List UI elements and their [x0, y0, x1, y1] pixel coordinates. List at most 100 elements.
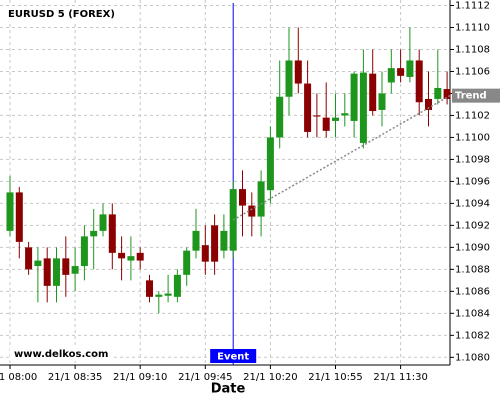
candle-body	[90, 230, 98, 237]
y-tick-label: 1.1112	[455, 0, 490, 11]
y-tick-label: 1.1096	[455, 176, 490, 187]
candle-body	[322, 117, 330, 131]
candle	[276, 60, 284, 149]
candle	[397, 49, 405, 83]
candle	[71, 247, 79, 292]
x-tick-label: 21/1 08:00	[0, 372, 37, 383]
candle	[313, 93, 321, 138]
candle	[369, 49, 377, 116]
event-label: Event	[217, 352, 249, 363]
candle-body	[434, 87, 442, 99]
candle-body	[257, 181, 265, 217]
candle-body	[276, 96, 284, 138]
candle-body	[211, 225, 219, 262]
candle-body	[369, 73, 377, 112]
y-tick-label: 1.1082	[455, 330, 490, 341]
y-tick-label: 1.1088	[455, 264, 490, 275]
candle-body	[136, 252, 144, 261]
x-tick-label: 21/1 11:30	[373, 372, 427, 383]
candle	[415, 49, 423, 116]
candle	[118, 236, 126, 281]
candle-body	[266, 137, 274, 191]
candle-body	[378, 93, 386, 110]
candle	[294, 27, 302, 94]
candle	[136, 247, 144, 270]
candle	[332, 93, 339, 138]
trend-label: Trend	[455, 91, 487, 102]
candle-body	[43, 258, 51, 286]
y-tick-label: 1.1100	[455, 132, 490, 143]
y-tick-label: 1.1106	[455, 66, 490, 77]
candle-body	[294, 60, 302, 84]
candle-body	[397, 68, 405, 76]
candle	[80, 225, 88, 281]
candle-body	[350, 73, 358, 121]
candle	[108, 203, 116, 270]
y-tick-label: 1.1090	[455, 242, 490, 253]
candle	[266, 126, 274, 204]
candle	[425, 71, 432, 127]
candle-body	[415, 60, 423, 103]
x-axis-label: Date	[211, 382, 246, 397]
x-tick-label: 21/1 08:35	[48, 372, 102, 383]
x-tick-label: 21/1 10:20	[243, 372, 297, 383]
candle	[6, 175, 14, 237]
chart-title: EURUSD 5 (FOREX)	[8, 9, 115, 20]
candle-body	[192, 230, 200, 251]
candle-body	[443, 89, 451, 99]
y-tick-label: 1.1094	[455, 198, 490, 209]
candle	[239, 170, 246, 237]
candle	[387, 49, 395, 94]
candle	[146, 274, 153, 303]
candle-body	[248, 205, 256, 217]
candle	[192, 208, 200, 259]
candle-body	[201, 245, 209, 262]
candle-body	[387, 68, 395, 83]
event-label-box	[210, 349, 257, 363]
candle-body	[425, 98, 432, 110]
watermark-box	[10, 346, 114, 361]
candle-body	[220, 230, 228, 251]
candle-body	[80, 236, 88, 267]
y-tick-label: 1.1098	[455, 154, 490, 165]
candle-body	[164, 293, 172, 296]
candle	[173, 269, 181, 303]
candle-body	[146, 280, 153, 297]
candle	[90, 208, 98, 270]
y-tick-label: 1.1080	[455, 352, 490, 363]
x-tick-label: 21/1 09:10	[113, 372, 167, 383]
candle-body	[239, 189, 246, 206]
candle-body	[359, 72, 367, 143]
candle	[211, 214, 219, 275]
candle-body	[304, 83, 312, 132]
candle	[15, 186, 23, 259]
candle-body	[62, 258, 70, 275]
x-tick-label: 21/1 09:45	[178, 372, 232, 383]
candle	[248, 192, 256, 237]
candle-body	[25, 247, 33, 270]
y-tick-label: 1.1110	[455, 22, 490, 33]
candle-body	[313, 115, 321, 117]
candle	[322, 82, 330, 138]
candle-body	[173, 274, 181, 297]
y-tick-label: 1.1086	[455, 286, 490, 297]
candle	[434, 49, 442, 105]
candle	[62, 236, 70, 297]
candle-body	[108, 214, 116, 253]
candle	[127, 236, 135, 281]
candle-body	[71, 266, 79, 274]
candle	[25, 241, 33, 275]
candle	[341, 93, 349, 127]
candle	[99, 203, 107, 237]
candle	[155, 291, 163, 314]
candle	[304, 60, 312, 138]
trend-line	[232, 94, 451, 221]
candle-body	[155, 294, 163, 297]
trend-label-box	[452, 88, 500, 103]
candle-body	[332, 117, 339, 121]
candle-body	[99, 214, 107, 231]
title-box	[3, 6, 121, 22]
candle-body	[15, 192, 23, 242]
candle	[201, 225, 209, 275]
